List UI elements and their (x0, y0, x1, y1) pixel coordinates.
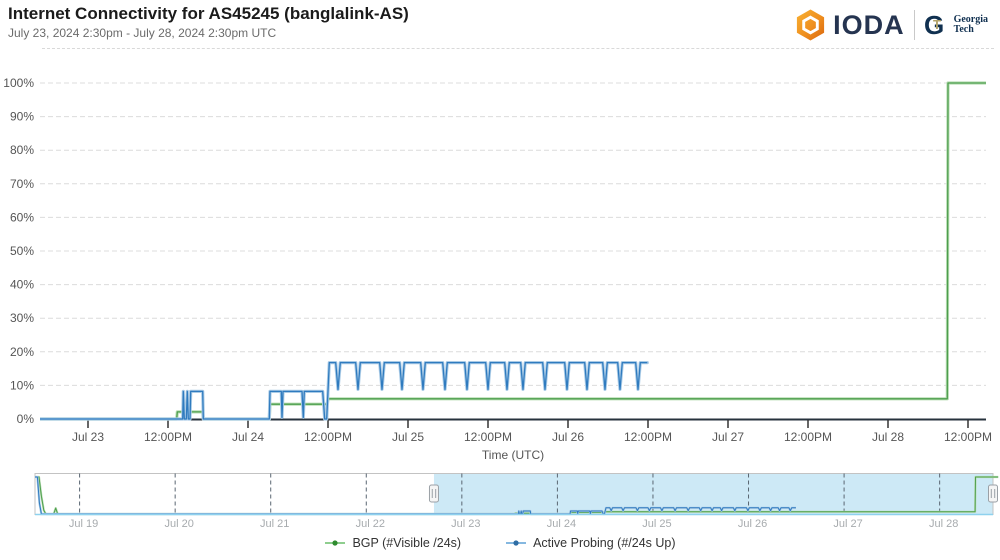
navigator-day-label: Jul 19 (69, 518, 98, 530)
x-axis-label: Jul 26 (552, 430, 584, 444)
connectivity-chart: 0% 10% 20% 30% 40% 50% 60% 70% 80% 90% 100% Jul 23 1… (3, 76, 999, 530)
x-axis-label: 12:00PM (464, 430, 512, 444)
legend-item-bgp[interactable]: BGP (#Visible /24s) (324, 536, 461, 550)
navigator-day-label: Jul 21 (260, 518, 289, 530)
navigator-day-label: Jul 22 (356, 518, 385, 530)
header-separator (42, 48, 994, 49)
x-axis-label: 12:00PM (144, 430, 192, 444)
nav-series-probing-line (35, 476, 796, 515)
logo-area: IODA G T Georgia Tech (794, 8, 988, 42)
y-axis-label: 20% (10, 345, 34, 359)
x-axis-label: 12:00PM (784, 430, 832, 444)
y-axis-label: 40% (10, 278, 34, 292)
navigator-handle-left[interactable] (428, 484, 439, 503)
navigator-handle-right[interactable] (988, 484, 998, 503)
navigator-day-label: Jul 27 (833, 518, 862, 530)
x-axis-label: Jul 28 (872, 430, 904, 444)
x-axis-label: Jul 24 (232, 430, 264, 444)
y-axis-label: 50% (10, 244, 34, 258)
navigator-day-label: Jul 20 (164, 518, 193, 530)
y-axis-label: 30% (10, 311, 34, 325)
y-axis-label: 0% (17, 412, 35, 426)
x-axis-label: Jul 25 (392, 430, 424, 444)
y-axis-label: 100% (3, 76, 34, 90)
legend-label-bgp: BGP (#Visible /24s) (352, 536, 462, 550)
y-axis-label: 90% (10, 110, 34, 124)
logo-divider (913, 10, 915, 40)
y-axis-label: 10% (10, 378, 34, 392)
gt-wordmark: Georgia Tech (954, 15, 988, 35)
x-axis-title: Time (UTC) (482, 448, 544, 462)
legend-item-probing[interactable]: Active Probing (#/24s Up) (505, 536, 676, 550)
x-axis-label: 12:00PM (304, 430, 352, 444)
ioda-logo-link[interactable]: IODA (794, 8, 905, 42)
gt-mark-icon: G T (924, 11, 944, 39)
gt-logo[interactable]: G T Georgia Tech (924, 11, 988, 39)
x-axis-label: 12:00PM (624, 430, 672, 444)
y-axis-label: 60% (10, 210, 34, 224)
legend-label-probing: Active Probing (#/24s Up) (533, 536, 676, 550)
svg-text:G: G (924, 11, 944, 39)
navigator-day-label: Jul 26 (738, 518, 767, 530)
ioda-wordmark: IODA (833, 9, 905, 40)
series-probing-line (40, 361, 648, 420)
ioda-hexagon-icon (796, 9, 825, 41)
navigator-day-label: Jul 28 (929, 518, 958, 530)
legend-marker-probing-icon (506, 540, 527, 546)
y-axis-label: 80% (10, 143, 34, 157)
svg-text:T: T (933, 17, 941, 32)
page-title: Internet Connectivity for AS45245 (bangl… (8, 4, 409, 23)
y-axis-label: 70% (10, 177, 34, 191)
navigator-day-label: Jul 23 (451, 518, 480, 530)
chart-legend: BGP (#Visible /24s) Active Probing (#/24… (0, 536, 1000, 550)
x-axis-label: 12:00PM (944, 430, 992, 444)
series-group (40, 81, 986, 421)
x-axis-label: Jul 23 (72, 430, 104, 444)
gt-wordmark-line1: Georgia (953, 14, 988, 25)
navigator-day-label: Jul 24 (547, 518, 576, 530)
gt-wordmark-line2: Tech (953, 24, 974, 35)
navigator-day-label: Jul 25 (642, 518, 671, 530)
page-subtitle: July 23, 2024 2:30pm - July 28, 2024 2:3… (8, 26, 277, 40)
x-axis-label: Jul 27 (712, 430, 744, 444)
legend-marker-bgp-icon (325, 540, 346, 546)
